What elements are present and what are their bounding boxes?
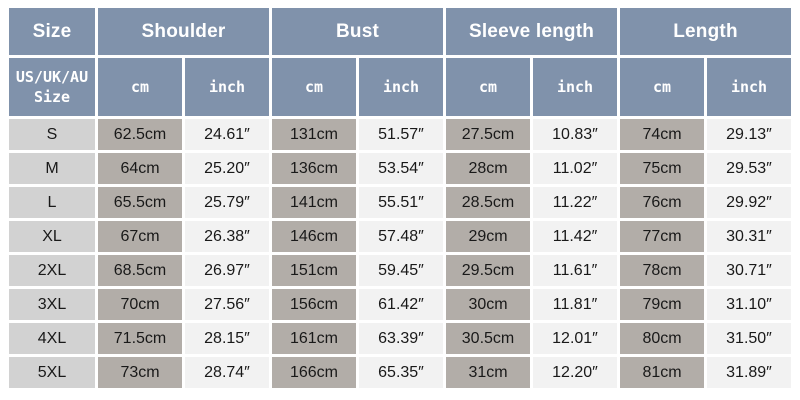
size-cell: 2XL <box>9 255 95 286</box>
measurement-cell: 12.01″ <box>533 323 617 354</box>
measurement-cell: 27.5cm <box>446 119 530 150</box>
measurement-cell: 77cm <box>620 221 704 252</box>
measurement-cell: 61.42″ <box>359 289 443 320</box>
measurement-cell: 136cm <box>272 153 356 184</box>
measurement-cell: 65.5cm <box>98 187 182 218</box>
measurement-cell: 11.61″ <box>533 255 617 286</box>
measurement-cell: 30.31″ <box>707 221 791 252</box>
unit-header-shoulder-inch: inch <box>185 58 269 116</box>
measurement-cell: 64cm <box>98 153 182 184</box>
measurement-cell: 57.48″ <box>359 221 443 252</box>
measurement-cell: 26.38″ <box>185 221 269 252</box>
size-chart-table: Size Shoulder Bust Sleeve length Length … <box>6 5 794 391</box>
measurement-cell: 59.45″ <box>359 255 443 286</box>
measurement-cell: 31.10″ <box>707 289 791 320</box>
group-header-row: Size Shoulder Bust Sleeve length Length <box>9 8 791 55</box>
measurement-cell: 25.20″ <box>185 153 269 184</box>
measurement-cell: 12.20″ <box>533 357 617 388</box>
measurement-cell: 29.92″ <box>707 187 791 218</box>
subheader-size-line1: US/UK/AU <box>15 68 89 86</box>
measurement-cell: 81cm <box>620 357 704 388</box>
measurement-cell: 75cm <box>620 153 704 184</box>
size-cell: 5XL <box>9 357 95 388</box>
measurement-cell: 146cm <box>272 221 356 252</box>
measurement-cell: 31.89″ <box>707 357 791 388</box>
measurement-cell: 29.13″ <box>707 119 791 150</box>
measurement-cell: 11.02″ <box>533 153 617 184</box>
unit-header-sleeve-inch: inch <box>533 58 617 116</box>
measurement-cell: 151cm <box>272 255 356 286</box>
measurement-cell: 76cm <box>620 187 704 218</box>
measurement-cell: 62.5cm <box>98 119 182 150</box>
group-header-shoulder: Shoulder <box>98 8 269 55</box>
measurement-cell: 67cm <box>98 221 182 252</box>
unit-header-shoulder-cm: cm <box>98 58 182 116</box>
table-row-s: S 62.5cm 24.61″ 131cm 51.57″ 27.5cm 10.8… <box>9 119 791 150</box>
measurement-cell: 27.56″ <box>185 289 269 320</box>
size-cell: S <box>9 119 95 150</box>
unit-header-length-cm: cm <box>620 58 704 116</box>
table-row-l: L 65.5cm 25.79″ 141cm 55.51″ 28.5cm 11.2… <box>9 187 791 218</box>
measurement-cell: 141cm <box>272 187 356 218</box>
measurement-cell: 80cm <box>620 323 704 354</box>
measurement-cell: 31.50″ <box>707 323 791 354</box>
size-cell: L <box>9 187 95 218</box>
measurement-cell: 71.5cm <box>98 323 182 354</box>
measurement-cell: 65.35″ <box>359 357 443 388</box>
measurement-cell: 161cm <box>272 323 356 354</box>
measurement-cell: 68.5cm <box>98 255 182 286</box>
unit-header-row: US/UK/AU Size cm inch cm inch cm inch cm… <box>9 58 791 116</box>
measurement-cell: 53.54″ <box>359 153 443 184</box>
measurement-cell: 70cm <box>98 289 182 320</box>
measurement-cell: 28cm <box>446 153 530 184</box>
group-header-size: Size <box>9 8 95 55</box>
group-header-bust: Bust <box>272 8 443 55</box>
measurement-cell: 78cm <box>620 255 704 286</box>
unit-header-bust-cm: cm <box>272 58 356 116</box>
measurement-cell: 29.53″ <box>707 153 791 184</box>
table-row-4xl: 4XL 71.5cm 28.15″ 161cm 63.39″ 30.5cm 12… <box>9 323 791 354</box>
subheader-size-region: US/UK/AU Size <box>9 58 95 116</box>
measurement-cell: 11.42″ <box>533 221 617 252</box>
measurement-cell: 25.79″ <box>185 187 269 218</box>
measurement-cell: 28.5cm <box>446 187 530 218</box>
measurement-cell: 28.15″ <box>185 323 269 354</box>
group-header-length: Length <box>620 8 791 55</box>
measurement-cell: 30cm <box>446 289 530 320</box>
measurement-cell: 10.83″ <box>533 119 617 150</box>
unit-header-length-inch: inch <box>707 58 791 116</box>
measurement-cell: 11.81″ <box>533 289 617 320</box>
measurement-cell: 30.71″ <box>707 255 791 286</box>
measurement-cell: 55.51″ <box>359 187 443 218</box>
measurement-cell: 156cm <box>272 289 356 320</box>
measurement-cell: 131cm <box>272 119 356 150</box>
unit-header-bust-inch: inch <box>359 58 443 116</box>
table-row-3xl: 3XL 70cm 27.56″ 156cm 61.42″ 30cm 11.81″… <box>9 289 791 320</box>
measurement-cell: 166cm <box>272 357 356 388</box>
measurement-cell: 29.5cm <box>446 255 530 286</box>
table-row-xl: XL 67cm 26.38″ 146cm 57.48″ 29cm 11.42″ … <box>9 221 791 252</box>
measurement-cell: 79cm <box>620 289 704 320</box>
measurement-cell: 31cm <box>446 357 530 388</box>
size-cell: XL <box>9 221 95 252</box>
measurement-cell: 30.5cm <box>446 323 530 354</box>
subheader-size-line2: Size <box>33 88 71 106</box>
size-cell: M <box>9 153 95 184</box>
measurement-cell: 11.22″ <box>533 187 617 218</box>
table-row-m: M 64cm 25.20″ 136cm 53.54″ 28cm 11.02″ 7… <box>9 153 791 184</box>
table-row-5xl: 5XL 73cm 28.74″ 166cm 65.35″ 31cm 12.20″… <box>9 357 791 388</box>
unit-header-sleeve-cm: cm <box>446 58 530 116</box>
measurement-cell: 63.39″ <box>359 323 443 354</box>
measurement-cell: 29cm <box>446 221 530 252</box>
measurement-cell: 73cm <box>98 357 182 388</box>
size-cell: 4XL <box>9 323 95 354</box>
measurement-cell: 51.57″ <box>359 119 443 150</box>
group-header-sleeve-length: Sleeve length <box>446 8 617 55</box>
measurement-cell: 26.97″ <box>185 255 269 286</box>
table-row-2xl: 2XL 68.5cm 26.97″ 151cm 59.45″ 29.5cm 11… <box>9 255 791 286</box>
measurement-cell: 24.61″ <box>185 119 269 150</box>
measurement-cell: 74cm <box>620 119 704 150</box>
size-cell: 3XL <box>9 289 95 320</box>
measurement-cell: 28.74″ <box>185 357 269 388</box>
